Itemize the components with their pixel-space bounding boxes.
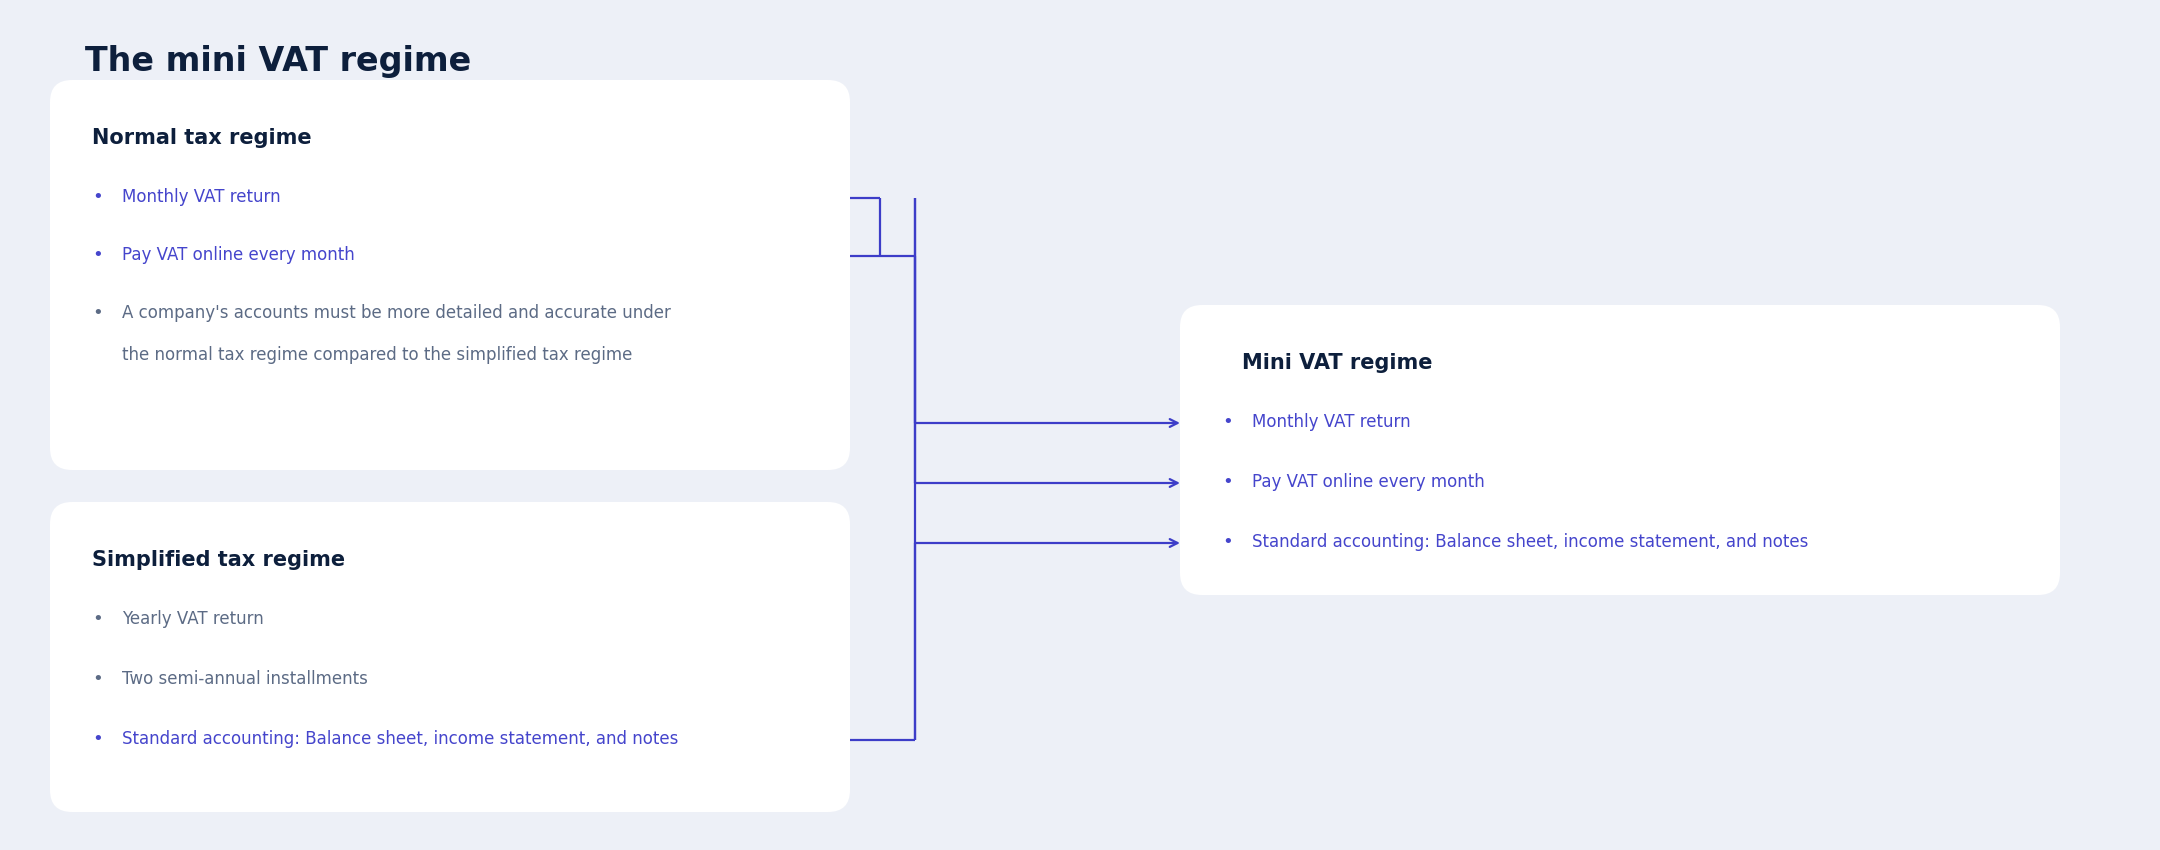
Text: •: • bbox=[93, 188, 104, 206]
Text: •: • bbox=[1223, 533, 1233, 551]
Text: •: • bbox=[93, 610, 104, 628]
Text: •: • bbox=[93, 246, 104, 264]
Text: •: • bbox=[93, 670, 104, 688]
FancyBboxPatch shape bbox=[50, 502, 851, 812]
Text: the normal tax regime compared to the simplified tax regime: the normal tax regime compared to the si… bbox=[121, 346, 633, 364]
FancyBboxPatch shape bbox=[1179, 305, 2061, 595]
Text: Monthly VAT return: Monthly VAT return bbox=[121, 188, 281, 206]
Text: •: • bbox=[1223, 473, 1233, 491]
Text: •: • bbox=[93, 304, 104, 322]
Text: Standard accounting: Balance sheet, income statement, and notes: Standard accounting: Balance sheet, inco… bbox=[121, 730, 678, 748]
Text: Pay VAT online every month: Pay VAT online every month bbox=[121, 246, 354, 264]
Text: Yearly VAT return: Yearly VAT return bbox=[121, 610, 264, 628]
Text: Standard accounting: Balance sheet, income statement, and notes: Standard accounting: Balance sheet, inco… bbox=[1253, 533, 1808, 551]
Text: Two semi-annual installments: Two semi-annual installments bbox=[121, 670, 367, 688]
Text: Simplified tax regime: Simplified tax regime bbox=[93, 550, 346, 570]
Text: The mini VAT regime: The mini VAT regime bbox=[84, 45, 471, 78]
Text: A company's accounts must be more detailed and accurate under: A company's accounts must be more detail… bbox=[121, 304, 672, 322]
Text: •: • bbox=[1223, 413, 1233, 431]
Text: Mini VAT regime: Mini VAT regime bbox=[1242, 353, 1432, 373]
FancyBboxPatch shape bbox=[50, 80, 851, 470]
Text: Monthly VAT return: Monthly VAT return bbox=[1253, 413, 1410, 431]
Text: •: • bbox=[93, 730, 104, 748]
Text: Normal tax regime: Normal tax regime bbox=[93, 128, 311, 148]
Text: Pay VAT online every month: Pay VAT online every month bbox=[1253, 473, 1484, 491]
